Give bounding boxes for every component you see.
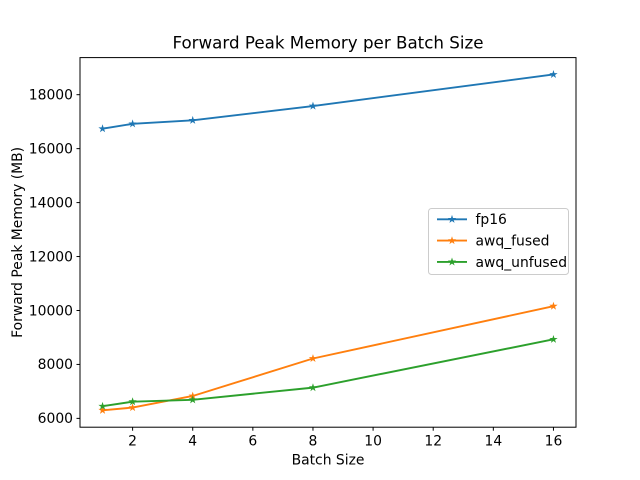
y-tick-label: 10000 [29, 303, 73, 319]
marker-awq_fused [549, 301, 558, 310]
marker-fp16 [128, 119, 137, 128]
y-tick-label: 16000 [29, 141, 73, 157]
marker-fp16 [308, 101, 318, 110]
marker-fp16 [98, 124, 107, 133]
legend-sample-marker-awq_unfused [447, 257, 457, 266]
x-tick-label: 2 [128, 434, 137, 450]
x-tick-label: 16 [545, 434, 563, 450]
series-line-awq_unfused [101, 338, 555, 408]
y-tick-label: 12000 [29, 249, 73, 265]
marker-fp16 [549, 70, 558, 79]
y-tick-label: 8000 [38, 357, 73, 373]
legend-label-awq_unfused: awq_unfused [476, 255, 568, 271]
y-tick-label: 6000 [38, 411, 73, 427]
x-tick-label: 10 [364, 434, 382, 450]
legend-sample-marker-awq_fused [447, 236, 457, 245]
x-tick-label: 6 [248, 434, 257, 450]
x-tick-label: 8 [309, 434, 318, 450]
marker-awq_unfused [308, 383, 318, 392]
legend-box [428, 208, 569, 275]
legend-label-fp16: fp16 [476, 212, 507, 228]
marker-awq_unfused [98, 401, 107, 410]
y-tick-label: 14000 [29, 195, 73, 211]
plot-area: 2 4 6 8 10 12 14 16 6000 8000 10000 12000 14000 16000… [29, 57, 577, 450]
series-line-awq_fused [101, 305, 555, 412]
legend-sample-marker-fp16 [447, 214, 457, 223]
y-axis-label: Forward Peak Memory (MB) [10, 147, 26, 338]
x-tick-label: 12 [424, 434, 442, 450]
chart-title: Forward Peak Memory per Batch Size [172, 33, 483, 53]
marker-fp16 [188, 115, 197, 124]
marker-awq_unfused [188, 395, 197, 404]
x-tick-label: 4 [188, 434, 197, 450]
marker-awq_fused [98, 405, 107, 414]
marker-awq_fused [128, 403, 137, 412]
legend-label-awq_fused: awq_fused [476, 234, 550, 250]
marker-awq_fused [308, 354, 318, 363]
marker-awq_unfused [128, 397, 137, 406]
marker-awq_unfused [549, 334, 558, 343]
y-tick-label: 18000 [29, 87, 73, 103]
series-line-fp16 [101, 73, 555, 130]
x-tick-label: 14 [484, 434, 502, 450]
axes-spines [79, 57, 577, 428]
x-axis-label: Batch Size [292, 453, 365, 469]
